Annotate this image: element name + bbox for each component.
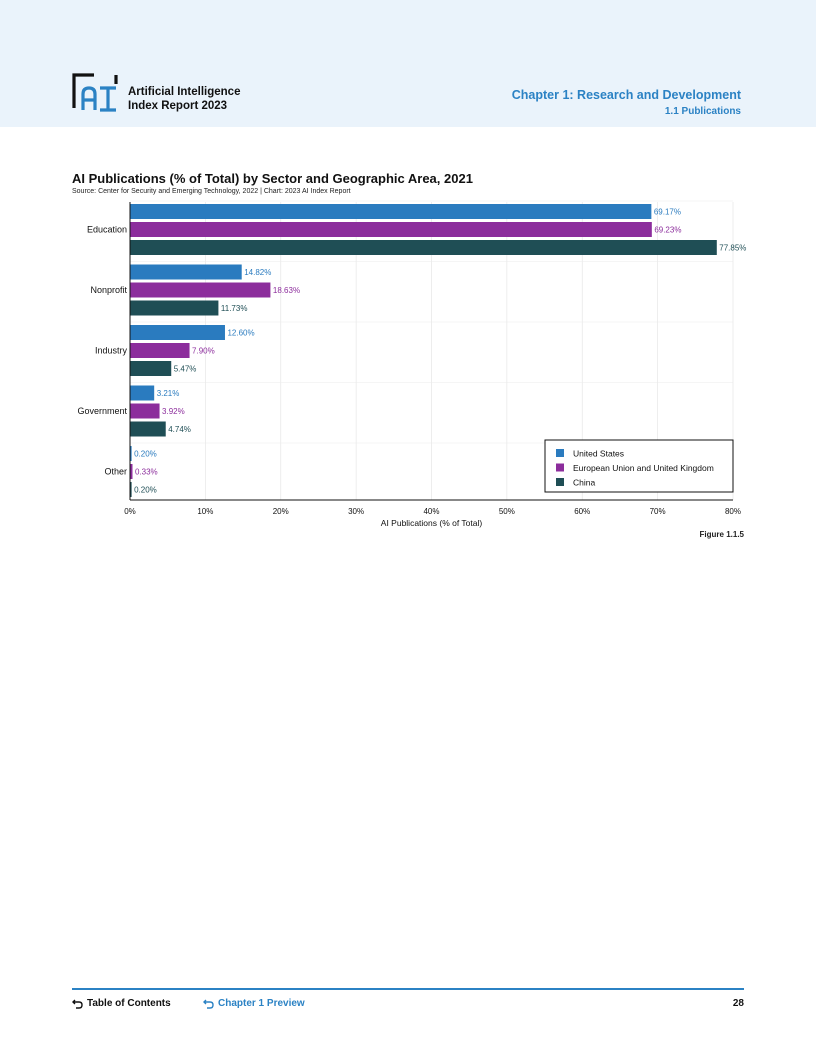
return-arrow-icon <box>203 999 214 1009</box>
chapter-preview-label: Chapter 1 Preview <box>218 998 305 1009</box>
chapter-title[interactable]: Chapter 1: Research and Development <box>511 88 741 102</box>
figure-label: Figure 1.1.5 <box>699 530 744 539</box>
page-number: 28 <box>732 998 744 1009</box>
legend-entry-label: European Union and United Kingdom <box>573 463 714 473</box>
x-tick-label: 20% <box>273 507 289 516</box>
x-tick-label: 10% <box>197 507 213 516</box>
legend-swatch <box>556 449 564 457</box>
section-title[interactable]: 1.1 Publications <box>664 106 741 117</box>
chapter-preview-link[interactable]: Chapter 1 Preview <box>203 998 305 1009</box>
bar <box>130 282 271 298</box>
bar <box>130 464 133 479</box>
legend-swatch <box>556 463 564 472</box>
ai-index-logo-icon <box>72 73 118 112</box>
bar-data-label: 5.47% <box>174 365 197 374</box>
category-tick-label: Other <box>104 467 127 477</box>
bar <box>130 403 160 419</box>
table-of-contents-label: Table of Contents <box>87 998 171 1009</box>
report-title-line2: Index Report 2023 <box>128 99 228 112</box>
bar <box>130 240 717 255</box>
bar <box>130 361 172 376</box>
table-of-contents-link[interactable]: Table of Contents <box>72 998 171 1009</box>
category-tick-label: Government <box>77 406 127 416</box>
category-tick-label: Nonprofit <box>90 285 127 295</box>
bar-data-label: 0.20% <box>134 450 157 459</box>
chart-source: Source: Center for Security and Emerging… <box>72 188 351 195</box>
x-tick-label: 60% <box>574 507 590 516</box>
report-title-line1: Artificial Intelligence <box>128 86 241 98</box>
bar <box>130 343 190 358</box>
bar-data-label: 14.82% <box>244 268 271 277</box>
x-tick-label: 0% <box>124 507 136 516</box>
legend-swatch <box>556 478 564 486</box>
x-tick-label: 40% <box>423 507 439 516</box>
bar-data-label: 12.60% <box>227 329 254 338</box>
legend-entry-label: United States <box>573 449 624 459</box>
legend <box>544 439 734 493</box>
legend-entry-label: China <box>573 478 595 488</box>
bar-data-label: 4.74% <box>168 425 191 434</box>
category-tick-label: Industry <box>95 346 128 356</box>
bar <box>130 264 242 280</box>
bar-data-label: 7.90% <box>192 347 215 356</box>
bar-data-label: 18.63% <box>273 286 300 295</box>
page-header: Artificial Intelligence Index Report 202… <box>0 0 816 127</box>
bar-data-label: 11.73% <box>221 304 248 313</box>
bar <box>130 385 155 401</box>
category-tick-label: Education <box>87 225 127 235</box>
bar <box>130 300 219 316</box>
bar-data-label: 3.92% <box>162 407 185 416</box>
chart-title: AI Publications (% of Total) by Sector a… <box>72 171 473 186</box>
x-axis-label: AI Publications (% of Total) <box>381 518 483 528</box>
bar <box>130 482 132 497</box>
bar <box>130 222 652 237</box>
bar-data-label: 69.23% <box>654 226 681 235</box>
bar <box>130 204 652 219</box>
x-tick-label: 70% <box>650 507 666 516</box>
bar-data-label: 3.21% <box>157 389 180 398</box>
bar-data-label: 0.33% <box>135 468 158 477</box>
bar-data-label: 69.17% <box>654 208 681 217</box>
x-tick-label: 80% <box>725 507 741 516</box>
x-tick-label: 50% <box>499 507 515 516</box>
x-tick-label: 30% <box>348 507 364 516</box>
bar <box>130 421 166 437</box>
bar-chart: 69.17% 69.23% 77.85% Education 14.82%18.63% 1… <box>77 200 746 528</box>
bar <box>130 446 132 461</box>
bar-data-label: 77.85% <box>719 244 746 253</box>
report-title: Artificial Intelligence Index Report 202… <box>128 86 240 113</box>
bar-data-label: 0.20% <box>134 486 157 495</box>
bar <box>130 325 225 340</box>
return-arrow-icon <box>72 999 83 1009</box>
footer-divider <box>72 988 744 990</box>
